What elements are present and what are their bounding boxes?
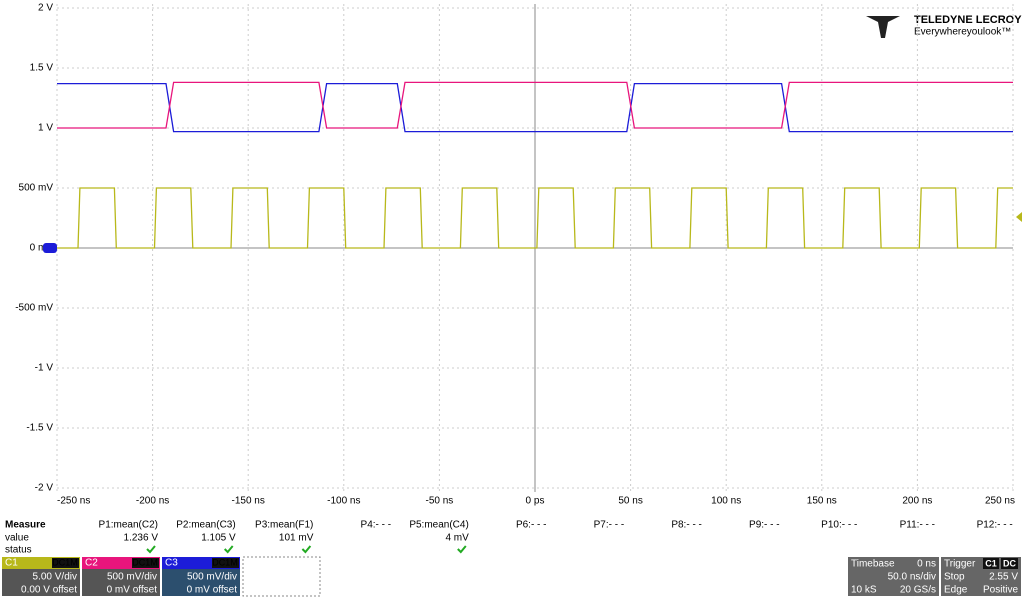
measure-row-label: value — [5, 533, 29, 544]
trigger-source: C1 — [985, 558, 997, 568]
y-tick-label: 0 mV — [30, 243, 54, 254]
y-tick-label: -1.5 V — [26, 423, 53, 434]
timebase-delay: 0 ns — [917, 559, 936, 570]
trace — [57, 187, 1013, 249]
coupling-badge — [52, 558, 79, 568]
param-value: 4 mV — [445, 533, 469, 544]
x-tick-label: -150 ns — [232, 496, 265, 507]
trace — [57, 81, 1013, 129]
trigger-mode: Stop — [944, 572, 965, 583]
param-name: P7:- - - — [594, 520, 625, 531]
y-tick-label: 1.5 V — [30, 63, 54, 74]
status-check — [146, 545, 156, 554]
timebase-rate: 20 GS/s — [900, 585, 936, 596]
x-tick-label: -250 ns — [57, 496, 90, 507]
param-name: P1:mean(C2) — [99, 520, 158, 531]
param-name: P12:- - - — [977, 520, 1013, 531]
status-check — [457, 545, 467, 554]
coupling-badge — [212, 558, 239, 568]
channel-name: C1 — [5, 558, 18, 569]
measure-row-label: status — [5, 545, 32, 556]
status-check — [223, 545, 234, 554]
param-name: P8:- - - — [671, 520, 702, 531]
channel-offset: 0 mV offset — [187, 585, 238, 596]
x-tick-label: -200 ns — [136, 496, 169, 507]
trigger-coupling: DC — [1003, 558, 1016, 568]
y-tick-label: 500 mV — [19, 183, 54, 194]
channel-scale: 500 mV/div — [187, 572, 237, 583]
x-tick-label: 200 ns — [902, 496, 932, 507]
y-tick-label: 2 V — [38, 3, 53, 14]
param-name: P11:- - - — [900, 520, 935, 531]
param-value: 1.105 V — [201, 533, 236, 544]
channel-coupling: DC1M — [52, 557, 78, 567]
empty-channel-slot — [242, 556, 321, 597]
x-tick-label: 250 ns — [985, 496, 1015, 507]
trigger-level: 2.55 V — [989, 572, 1018, 583]
param-value: 1.236 V — [124, 533, 159, 544]
measure-title: Measure — [5, 520, 46, 531]
channel-scale: 5.00 V/div — [33, 572, 77, 583]
x-tick-label: 100 ns — [711, 496, 741, 507]
param-name: P5:mean(C4) — [409, 520, 468, 531]
timebase-samples: 10 kS — [851, 585, 877, 596]
logo-name: TELEDYNE LECROY — [914, 14, 1022, 26]
x-tick-label: 0 ps — [526, 496, 545, 507]
channel-body — [82, 569, 160, 596]
channel-body — [162, 569, 240, 596]
param-name: P4:- - - — [361, 520, 392, 531]
trigger-source-badge — [983, 558, 999, 569]
channel-offset: 0 mV offset — [107, 585, 158, 596]
timebase-box — [848, 557, 939, 596]
param-name: P6:- - - — [516, 520, 547, 531]
coupling-badge — [132, 558, 159, 568]
param-name: P3:mean(F1) — [255, 520, 313, 531]
status-check — [301, 545, 312, 554]
y-tick-label: -500 mV — [15, 303, 53, 314]
logo: TELEDYNE LECROY Everywhereyoulook™ — [866, 14, 1022, 38]
channel-name: C2 — [85, 558, 98, 569]
timebase-title: Timebase — [851, 559, 895, 570]
channel-name: C3 — [165, 558, 178, 569]
channel-scale: 500 mV/div — [107, 572, 157, 583]
channel-coupling: DC1M — [132, 557, 158, 567]
ground-marker — [43, 243, 57, 253]
channel-offset: 0.00 V offset — [21, 585, 77, 596]
y-tick-label: -1 V — [35, 363, 54, 374]
trigger-slope: Positive — [983, 585, 1018, 596]
timebase-scale: 50.0 ns/div — [888, 572, 936, 583]
trigger-coupling-badge — [1001, 558, 1018, 569]
x-tick-label: -50 ns — [426, 496, 454, 507]
param-value: 101 mV — [279, 533, 314, 544]
y-tick-label: -2 V — [35, 483, 54, 494]
trigger-level-marker — [1016, 212, 1022, 222]
param-name: P10:- - - — [821, 520, 857, 531]
logo-tagline: Everywhereyoulook™ — [914, 27, 1011, 38]
logo-icon — [866, 16, 900, 38]
trigger-title: Trigger — [944, 559, 976, 570]
trigger-type: Edge — [944, 585, 968, 596]
x-tick-label: 150 ns — [807, 496, 837, 507]
x-tick-label: -100 ns — [327, 496, 360, 507]
param-name: P9:- - - — [749, 520, 780, 531]
param-name: P2:mean(C3) — [176, 520, 235, 531]
channel-body — [2, 569, 80, 596]
channel-coupling: DC1M — [212, 557, 238, 567]
x-tick-label: 50 ns — [618, 496, 642, 507]
y-tick-label: 1 V — [38, 123, 53, 134]
